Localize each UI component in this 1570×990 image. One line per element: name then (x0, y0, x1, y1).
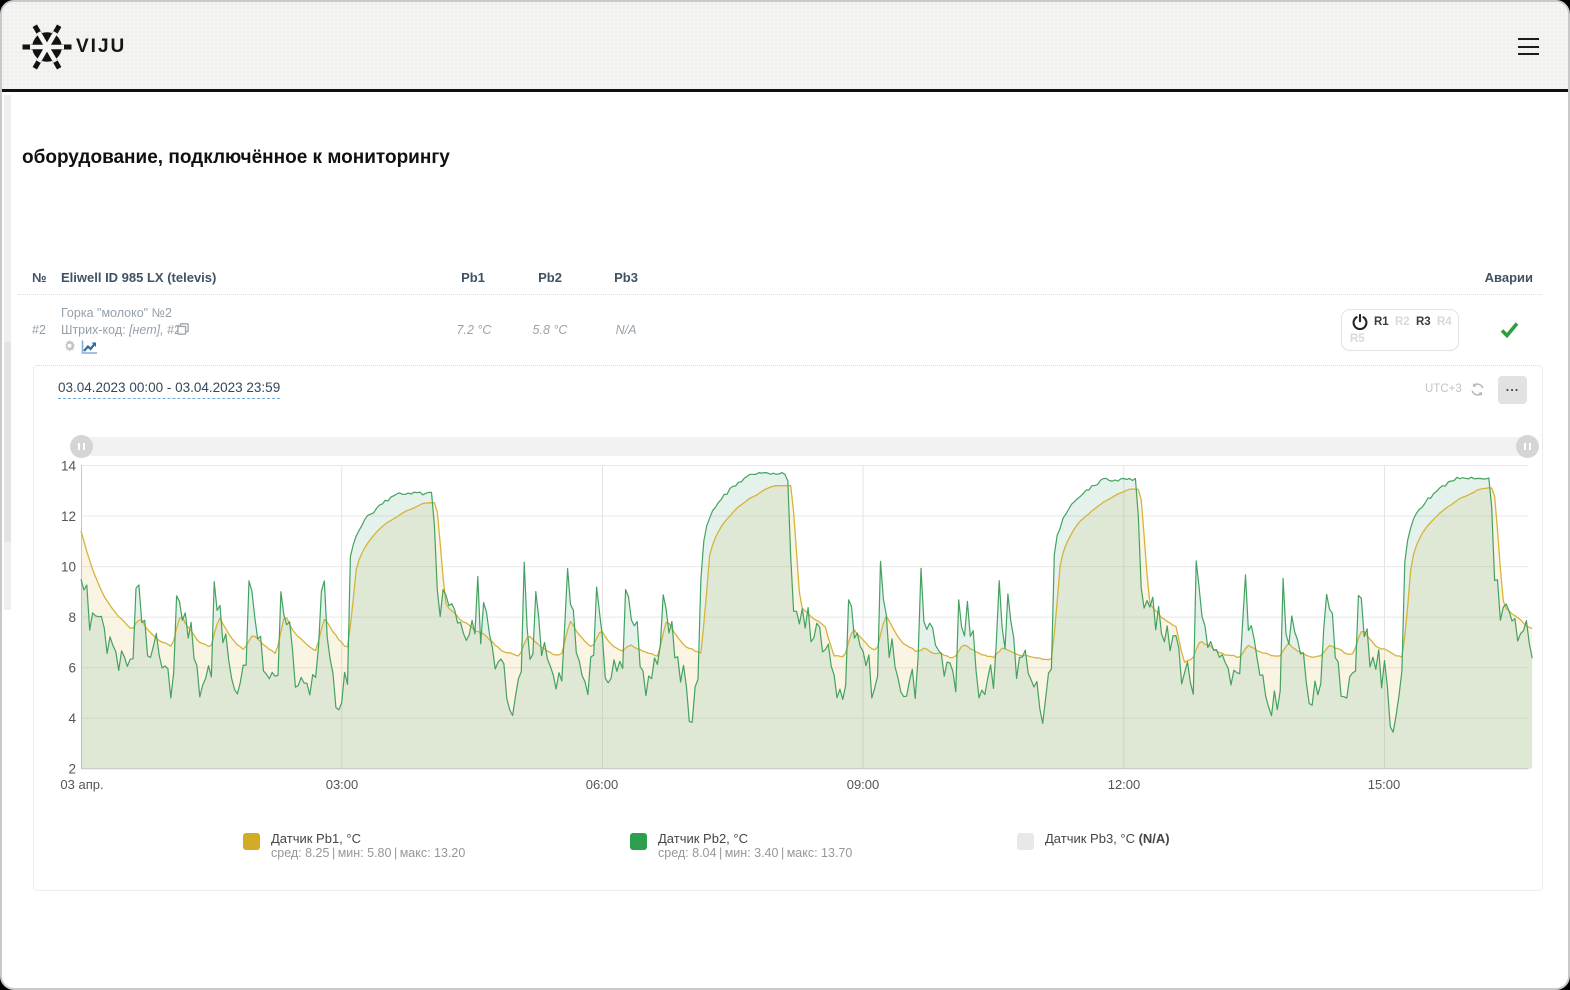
svg-text:03:00: 03:00 (326, 777, 359, 792)
svg-text:14: 14 (61, 458, 77, 473)
svg-text:4: 4 (68, 711, 76, 726)
svg-text:06:00: 06:00 (586, 777, 619, 792)
svg-text:12:00: 12:00 (1108, 777, 1141, 792)
svg-text:12: 12 (61, 509, 76, 524)
svg-text:2: 2 (68, 762, 76, 777)
svg-text:03 апр.: 03 апр. (60, 777, 103, 792)
svg-text:6: 6 (68, 661, 76, 676)
svg-text:15:00: 15:00 (1368, 777, 1401, 792)
svg-text:10: 10 (61, 559, 76, 574)
svg-text:09:00: 09:00 (847, 777, 880, 792)
svg-text:8: 8 (68, 610, 76, 625)
